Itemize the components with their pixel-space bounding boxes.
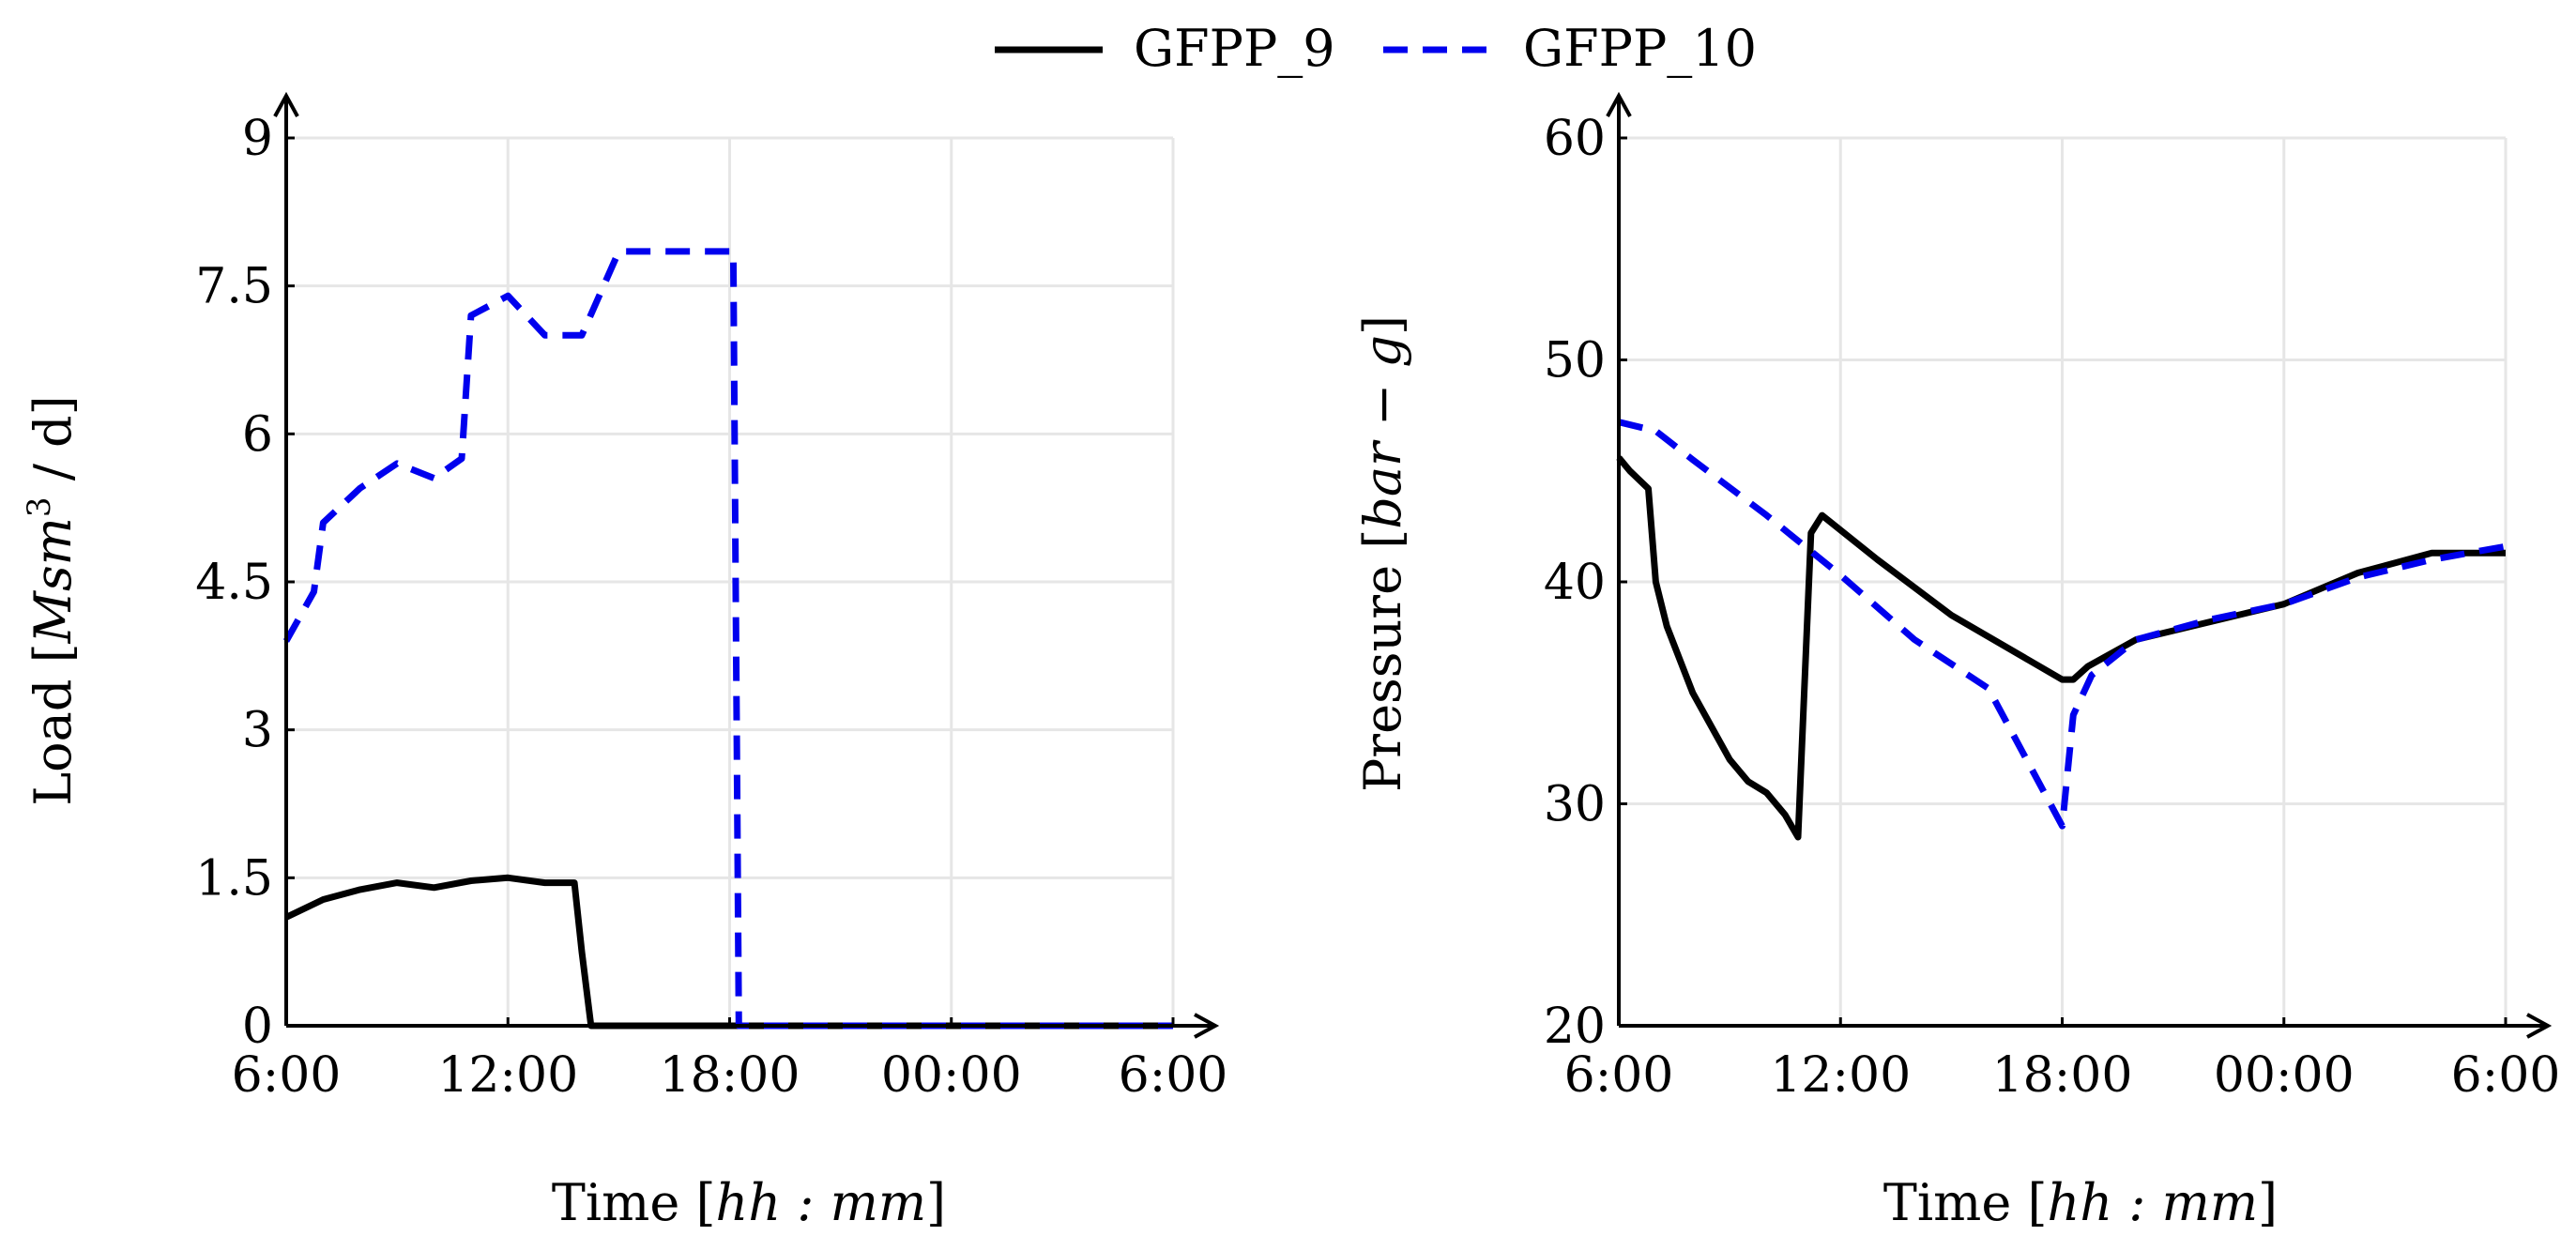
load-x-tick-label-2: 18:00 [660, 1047, 800, 1104]
load-chart-y-axis-label: Load [Msm3 / d] [21, 395, 83, 805]
load-y-tick-label-3: 4.5 [195, 555, 273, 611]
pressure-x-tick-label-2: 18:00 [1992, 1047, 2133, 1104]
pressure-y-tick-label-0: 20 [1544, 999, 1606, 1055]
load-x-tick-label-1: 12:00 [437, 1047, 578, 1104]
load-y-tick-label-6: 9 [242, 111, 273, 167]
load-y-tick-label-0: 0 [242, 999, 273, 1055]
load-y-tick-label-4: 6 [242, 406, 273, 463]
pressure-y-tick-label-4: 60 [1544, 111, 1606, 167]
load-x-tick-label-0: 6:00 [232, 1047, 342, 1104]
load-y-tick-label-2: 3 [242, 703, 273, 759]
legend-label-gfpp-10: GFPP_10 [1523, 19, 1757, 78]
load-chart-grid [286, 136, 1175, 1026]
pressure-chart-series [1616, 419, 2507, 841]
pressure-x-tick-label-1: 12:00 [1770, 1047, 1911, 1104]
pressure-chart-grid [1619, 136, 2507, 1026]
pressure-y-tick-label-3: 50 [1544, 333, 1606, 389]
load-x-tick-label-3: 00:00 [881, 1047, 1022, 1104]
load-y-tick-label-5: 7.5 [195, 259, 273, 315]
load-y-axis-arrow [273, 91, 299, 117]
load-x-tick-label-4: 6:00 [1119, 1047, 1228, 1104]
load-x-axis-arrow [1194, 1013, 1220, 1039]
pressure-x-tick-label-3: 00:00 [2214, 1047, 2355, 1104]
load-chart-x-axis-label: Time [hh : mm] [552, 1173, 946, 1232]
legend-label-gfpp-9: GFPP_9 [1134, 19, 1335, 78]
pressure-series-gfpp-10 [1618, 419, 2507, 830]
pressure-chart-axes [1606, 91, 2553, 1039]
load-series-gfpp-10 [282, 248, 1173, 1030]
load-chart-axes [273, 91, 1220, 1039]
load-y-tick-label-1: 1.5 [195, 850, 273, 907]
pressure-x-tick-label-0: 6:00 [1564, 1047, 1674, 1104]
pressure-x-tick-label-4: 6:00 [2451, 1047, 2561, 1104]
pressure-y-axis-arrow [1606, 91, 1632, 117]
pressure-x-axis-arrow [2526, 1013, 2553, 1039]
pressure-chart-x-axis-label: Time [hh : mm] [1883, 1173, 2278, 1232]
pressure-y-tick-label-1: 30 [1544, 777, 1606, 833]
legend: GFPP_9 GFPP_10 [995, 19, 1757, 78]
pressure-y-tick-label-2: 40 [1544, 555, 1606, 611]
pressure-chart-y-axis-label: Pressure [bar − g] [1353, 315, 1412, 792]
